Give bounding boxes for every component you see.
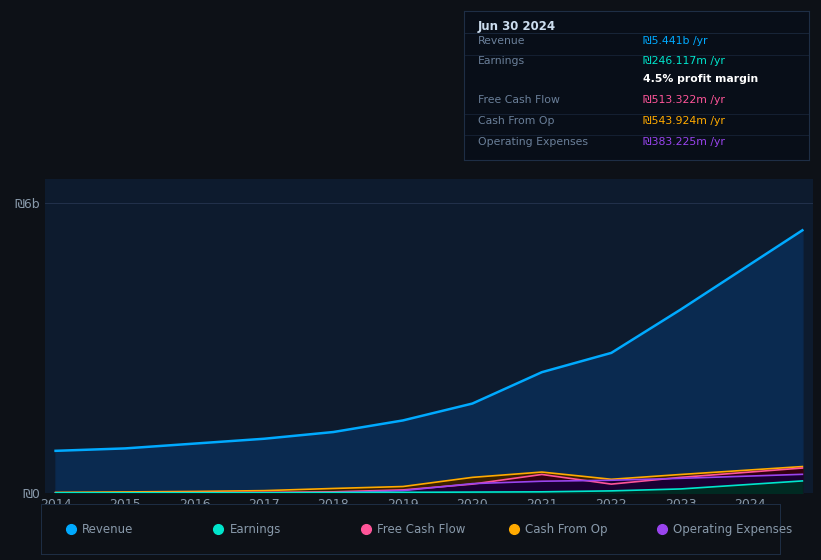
Text: Cash From Op: Cash From Op bbox=[525, 522, 608, 536]
Text: ₪246.117m /yr: ₪246.117m /yr bbox=[643, 57, 725, 67]
Text: Revenue: Revenue bbox=[478, 36, 525, 46]
Text: Jun 30 2024: Jun 30 2024 bbox=[478, 20, 556, 33]
Text: 4.5% profit margin: 4.5% profit margin bbox=[643, 74, 759, 84]
Text: ₪5.441b /yr: ₪5.441b /yr bbox=[643, 36, 708, 46]
Text: Free Cash Flow: Free Cash Flow bbox=[378, 522, 466, 536]
Text: ₪513.322m /yr: ₪513.322m /yr bbox=[643, 95, 725, 105]
Text: Cash From Op: Cash From Op bbox=[478, 116, 554, 126]
Text: Free Cash Flow: Free Cash Flow bbox=[478, 95, 560, 105]
Text: ₪543.924m /yr: ₪543.924m /yr bbox=[643, 116, 725, 126]
Text: Operating Expenses: Operating Expenses bbox=[673, 522, 792, 536]
Text: Revenue: Revenue bbox=[82, 522, 133, 536]
Text: ₪383.225m /yr: ₪383.225m /yr bbox=[643, 137, 725, 147]
Text: Earnings: Earnings bbox=[230, 522, 281, 536]
Text: Earnings: Earnings bbox=[478, 57, 525, 67]
Text: Operating Expenses: Operating Expenses bbox=[478, 137, 588, 147]
